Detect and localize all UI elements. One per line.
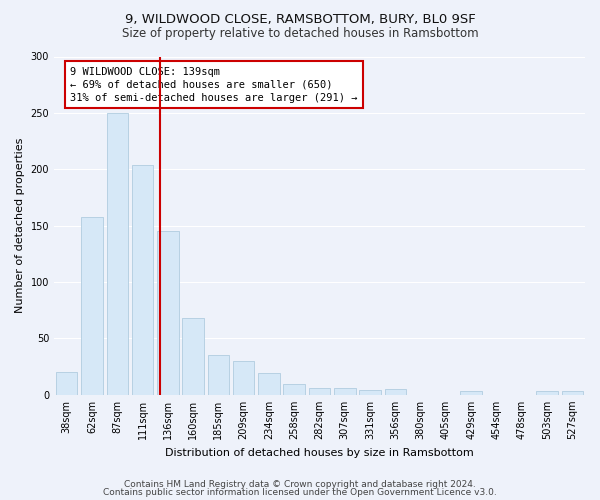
- Bar: [81, 216, 103, 395]
- Bar: [157, 232, 179, 395]
- Bar: [132, 165, 153, 395]
- Text: 9 WILDWOOD CLOSE: 139sqm
← 69% of detached houses are smaller (650)
31% of semi-: 9 WILDWOOD CLOSE: 139sqm ← 69% of detach…: [70, 66, 358, 103]
- Bar: [334, 388, 356, 395]
- Bar: [359, 390, 381, 395]
- Bar: [460, 392, 482, 395]
- Bar: [233, 361, 254, 395]
- Bar: [56, 372, 77, 395]
- Bar: [208, 356, 229, 395]
- Text: Contains public sector information licensed under the Open Government Licence v3: Contains public sector information licen…: [103, 488, 497, 497]
- Bar: [182, 318, 204, 395]
- Bar: [283, 384, 305, 395]
- Text: Size of property relative to detached houses in Ramsbottom: Size of property relative to detached ho…: [122, 28, 478, 40]
- Text: 9, WILDWOOD CLOSE, RAMSBOTTOM, BURY, BL0 9SF: 9, WILDWOOD CLOSE, RAMSBOTTOM, BURY, BL0…: [125, 12, 475, 26]
- Bar: [258, 374, 280, 395]
- Text: Contains HM Land Registry data © Crown copyright and database right 2024.: Contains HM Land Registry data © Crown c…: [124, 480, 476, 489]
- Bar: [385, 389, 406, 395]
- Bar: [536, 392, 558, 395]
- Y-axis label: Number of detached properties: Number of detached properties: [15, 138, 25, 314]
- Bar: [562, 392, 583, 395]
- Bar: [107, 113, 128, 395]
- Bar: [309, 388, 330, 395]
- X-axis label: Distribution of detached houses by size in Ramsbottom: Distribution of detached houses by size …: [165, 448, 474, 458]
